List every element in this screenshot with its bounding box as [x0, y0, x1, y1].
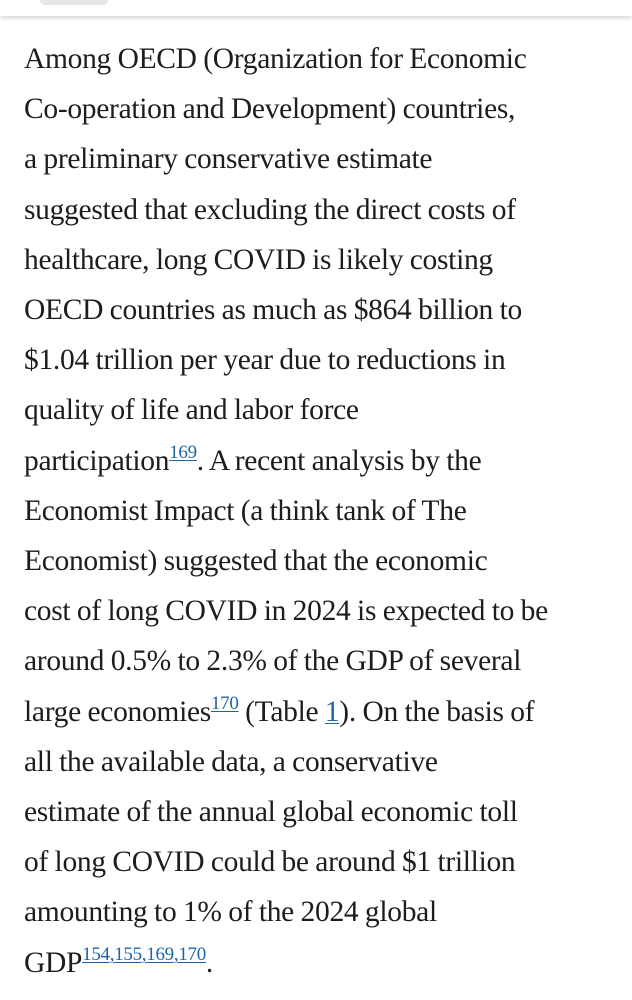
- text-line: Economist Impact (a think tank of The: [24, 494, 467, 527]
- table-1-link[interactable]: 1: [324, 695, 340, 728]
- text-line: around 0.5% to 2.3% of the GDP of severa…: [24, 645, 522, 678]
- text-line: GDP154,155,169,170.: [24, 938, 624, 988]
- text-line: all the available data, a conservative: [24, 745, 438, 778]
- text-line: large economies170 (Table 1). On the bas…: [24, 687, 624, 737]
- citation-link-170[interactable]: 170: [210, 692, 239, 714]
- toolbar-tab: [40, 0, 108, 5]
- text-fragment: ). On the basis of: [339, 695, 535, 728]
- text-fragment: .: [205, 946, 213, 979]
- text-line: amounting to 1% of the 2024 global: [24, 896, 437, 929]
- citation-separator: ,: [173, 943, 179, 965]
- article-paragraph: Among OECD (Organization for Economic Co…: [24, 34, 624, 988]
- citation-separator: ,: [141, 943, 147, 965]
- text-fragment: . A recent analysis by the: [196, 444, 482, 477]
- text-fragment: GDP: [24, 946, 83, 979]
- text-fragment: large economies: [24, 695, 211, 728]
- text-fragment: (Table: [238, 695, 325, 728]
- citation-link-170[interactable]: 170: [178, 943, 206, 965]
- text-line: suggested that excluding the direct cost…: [24, 193, 516, 226]
- citation-link-169[interactable]: 169: [169, 441, 197, 463]
- text-line: quality of life and labor force: [24, 394, 359, 427]
- text-line: estimate of the annual global economic t…: [24, 796, 518, 829]
- text-fragment: participation: [24, 444, 170, 477]
- text-line: a preliminary conservative estimate: [24, 143, 433, 176]
- text-line: $1.04 trillion per year due to reduction…: [24, 344, 506, 377]
- text-line: participation169. A recent analysis by t…: [24, 436, 624, 486]
- text-line: OECD countries as much as $864 billion t…: [24, 294, 522, 327]
- text-line: cost of long COVID in 2024 is expected t…: [24, 595, 548, 628]
- citation-link-154[interactable]: 154: [82, 943, 110, 965]
- citation-link-155[interactable]: 155: [114, 943, 142, 965]
- text-line: of long COVID could be around $1 trillio…: [24, 846, 516, 879]
- text-line: Economist) suggested that the economic: [24, 545, 488, 578]
- text-line: Co-operation and Development) countries,: [24, 93, 516, 126]
- citation-link-169[interactable]: 169: [146, 943, 174, 965]
- text-line: Among OECD (Organization for Economic: [24, 43, 527, 75]
- text-line: healthcare, long COVID is likely costing: [24, 243, 493, 276]
- citation-separator: ,: [109, 943, 115, 965]
- top-toolbar: [0, 0, 632, 16]
